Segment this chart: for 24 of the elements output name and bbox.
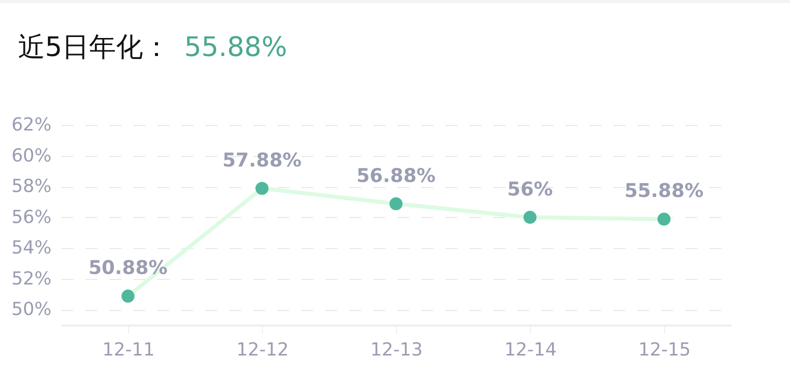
chart-subtitle: 55.88% bbox=[184, 32, 288, 63]
point bbox=[657, 212, 671, 226]
y-tick-label: 56% bbox=[11, 206, 52, 228]
y-tick-label: 52% bbox=[11, 268, 52, 290]
chart-title: 近5日年化： bbox=[18, 32, 170, 63]
x-tick-label: 12-15 bbox=[638, 340, 691, 360]
point bbox=[389, 197, 403, 210]
data-label: 55.88% bbox=[624, 180, 704, 202]
y-tick-label: 62% bbox=[11, 114, 52, 136]
data-label: 56% bbox=[507, 178, 553, 200]
point bbox=[255, 182, 269, 195]
data-label: 56.88% bbox=[356, 164, 436, 187]
x-tick-label: 12-11 bbox=[102, 340, 155, 360]
point bbox=[121, 290, 135, 303]
point bbox=[523, 210, 537, 224]
x-tick-label: 12-14 bbox=[504, 340, 557, 360]
data-label: 50.88% bbox=[88, 257, 168, 280]
y-tick-label: 54% bbox=[11, 238, 52, 259]
x-tick-label: 12-12 bbox=[236, 340, 289, 360]
y-tick-label: 60% bbox=[11, 145, 52, 166]
data-label: 57.88% bbox=[222, 149, 302, 172]
y-tick-label: 58% bbox=[11, 176, 52, 198]
y-tick-label: 50% bbox=[11, 299, 52, 320]
x-tick-label: 12-13 bbox=[370, 340, 423, 360]
